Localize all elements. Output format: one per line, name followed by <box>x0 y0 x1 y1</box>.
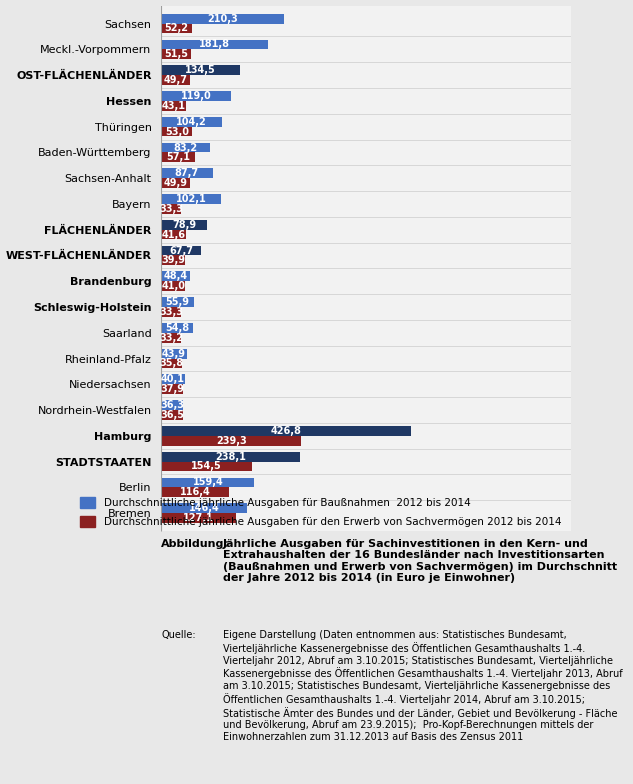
Bar <box>161 14 284 24</box>
Text: 55,9: 55,9 <box>166 297 190 307</box>
Text: 41,6: 41,6 <box>161 230 185 240</box>
Text: 36,5: 36,5 <box>160 410 184 420</box>
Text: 43,1: 43,1 <box>162 101 186 111</box>
Bar <box>161 24 192 34</box>
Text: 159,4: 159,4 <box>192 477 223 488</box>
Text: 35,8: 35,8 <box>160 358 184 368</box>
Bar <box>161 436 301 445</box>
Bar <box>161 178 191 188</box>
Bar <box>161 143 210 152</box>
Text: 57,1: 57,1 <box>166 152 190 162</box>
Bar <box>161 127 192 136</box>
Text: 154,5: 154,5 <box>191 462 222 471</box>
Bar <box>161 75 191 85</box>
Text: 40,1: 40,1 <box>161 375 185 384</box>
Text: 146,4: 146,4 <box>189 503 220 514</box>
Bar <box>161 323 193 332</box>
Bar <box>161 297 194 307</box>
Bar <box>161 117 222 127</box>
Text: 102,1: 102,1 <box>176 194 206 204</box>
Bar <box>161 349 187 358</box>
Bar <box>161 220 208 230</box>
Bar <box>161 101 187 111</box>
Bar <box>161 488 229 497</box>
Bar <box>161 281 185 291</box>
Text: 134,5: 134,5 <box>185 65 216 75</box>
Bar <box>161 152 195 162</box>
Bar <box>161 256 185 265</box>
Text: 41,0: 41,0 <box>161 281 185 291</box>
Bar <box>161 452 301 462</box>
Text: 48,4: 48,4 <box>163 271 187 281</box>
Text: 33,2: 33,2 <box>159 332 183 343</box>
Text: 239,3: 239,3 <box>216 436 247 445</box>
Bar <box>161 513 235 523</box>
Bar <box>161 39 268 49</box>
Text: 49,7: 49,7 <box>164 75 188 85</box>
Text: 78,9: 78,9 <box>172 220 196 230</box>
Text: 210,3: 210,3 <box>208 13 238 24</box>
Bar <box>161 49 191 59</box>
Text: 181,8: 181,8 <box>199 39 230 49</box>
Bar <box>161 332 180 343</box>
Text: 426,8: 426,8 <box>271 426 301 436</box>
Legend: Durchschnittliche jährliche Ausgaben für Baußnahmen  2012 bis 2014, Durchschnitt: Durchschnittliche jährliche Ausgaben für… <box>75 493 565 532</box>
Text: 83,2: 83,2 <box>173 143 197 153</box>
Text: 119,0: 119,0 <box>180 91 211 101</box>
Bar <box>161 204 181 214</box>
Text: 39,9: 39,9 <box>161 256 185 265</box>
Bar <box>161 384 184 394</box>
Text: 238,1: 238,1 <box>215 452 246 462</box>
Text: 51,5: 51,5 <box>165 49 189 60</box>
Bar <box>161 410 182 419</box>
Text: 104,2: 104,2 <box>177 117 207 127</box>
Bar <box>161 271 189 281</box>
Bar <box>161 169 213 178</box>
Text: 53,0: 53,0 <box>165 126 189 136</box>
Text: Abbildung:: Abbildung: <box>161 539 229 549</box>
Bar <box>161 401 182 410</box>
Text: Quelle:: Quelle: <box>161 630 196 640</box>
Bar <box>161 307 181 317</box>
Text: 33,3: 33,3 <box>159 307 183 317</box>
Text: 52,2: 52,2 <box>165 24 189 34</box>
Bar <box>161 426 411 436</box>
Text: 49,9: 49,9 <box>164 178 188 188</box>
Bar <box>161 65 240 75</box>
Bar <box>161 230 185 239</box>
Text: Jährliche Ausgaben für Sachinvestitionen in den Kern- und Extrahaushalten der 16: Jährliche Ausgaben für Sachinvestitionen… <box>223 539 617 583</box>
Bar <box>161 91 231 101</box>
Text: 54,8: 54,8 <box>165 323 189 333</box>
Bar <box>161 462 251 471</box>
Bar <box>161 375 185 384</box>
Bar <box>161 245 201 256</box>
Bar <box>161 358 182 368</box>
Bar <box>161 503 247 513</box>
Text: 87,7: 87,7 <box>175 169 199 178</box>
Text: 67,7: 67,7 <box>169 245 193 256</box>
Text: 127,1: 127,1 <box>183 513 214 523</box>
Bar <box>161 194 221 204</box>
Text: 36,3: 36,3 <box>160 400 184 410</box>
Text: Eigene Darstellung (Daten entnommen aus: Statistisches Bundesamt, Vierteljährlic: Eigene Darstellung (Daten entnommen aus:… <box>223 630 622 742</box>
Bar <box>161 477 254 488</box>
Text: 37,9: 37,9 <box>160 384 184 394</box>
Text: 116,4: 116,4 <box>180 487 211 497</box>
Text: 43,9: 43,9 <box>162 349 186 358</box>
Text: 33,3: 33,3 <box>159 204 183 214</box>
